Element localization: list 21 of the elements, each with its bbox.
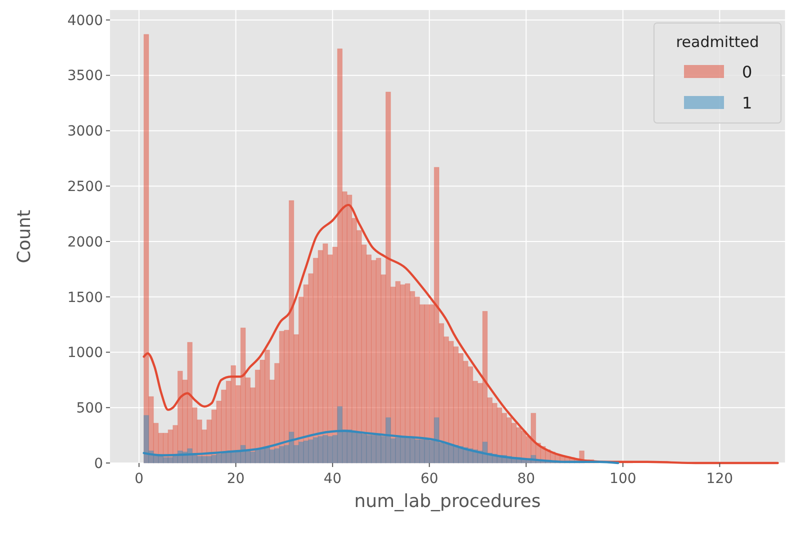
- y-tick-label: 0: [94, 456, 103, 472]
- legend-label: 1: [742, 94, 752, 113]
- x-tick-label: 120: [706, 471, 734, 487]
- y-tick-label: 500: [76, 400, 103, 417]
- y-tick-label: 3000: [67, 124, 103, 140]
- y-tick-label: 1000: [67, 345, 103, 362]
- x-tick-label: 40: [324, 471, 342, 487]
- y-tick-label: 3500: [67, 68, 103, 84]
- x-tick-label: 0: [134, 471, 144, 487]
- x-tick-label: 80: [517, 471, 536, 487]
- y-tick-label: 2500: [67, 179, 103, 196]
- y-tick-label: 2000: [67, 234, 103, 250]
- legend-title: readmitted: [676, 33, 760, 51]
- y-axis-title: Count: [14, 210, 35, 264]
- x-tick-label: 60: [420, 471, 438, 487]
- x-axis-title: num_lab_procedures: [354, 491, 541, 512]
- y-tick-label: 4000: [67, 12, 103, 29]
- x-tick-label: 100: [610, 471, 636, 487]
- x-tick-label: 20: [226, 471, 245, 487]
- legend-label: 0: [742, 62, 752, 82]
- y-tick-label: 1500: [67, 290, 103, 306]
